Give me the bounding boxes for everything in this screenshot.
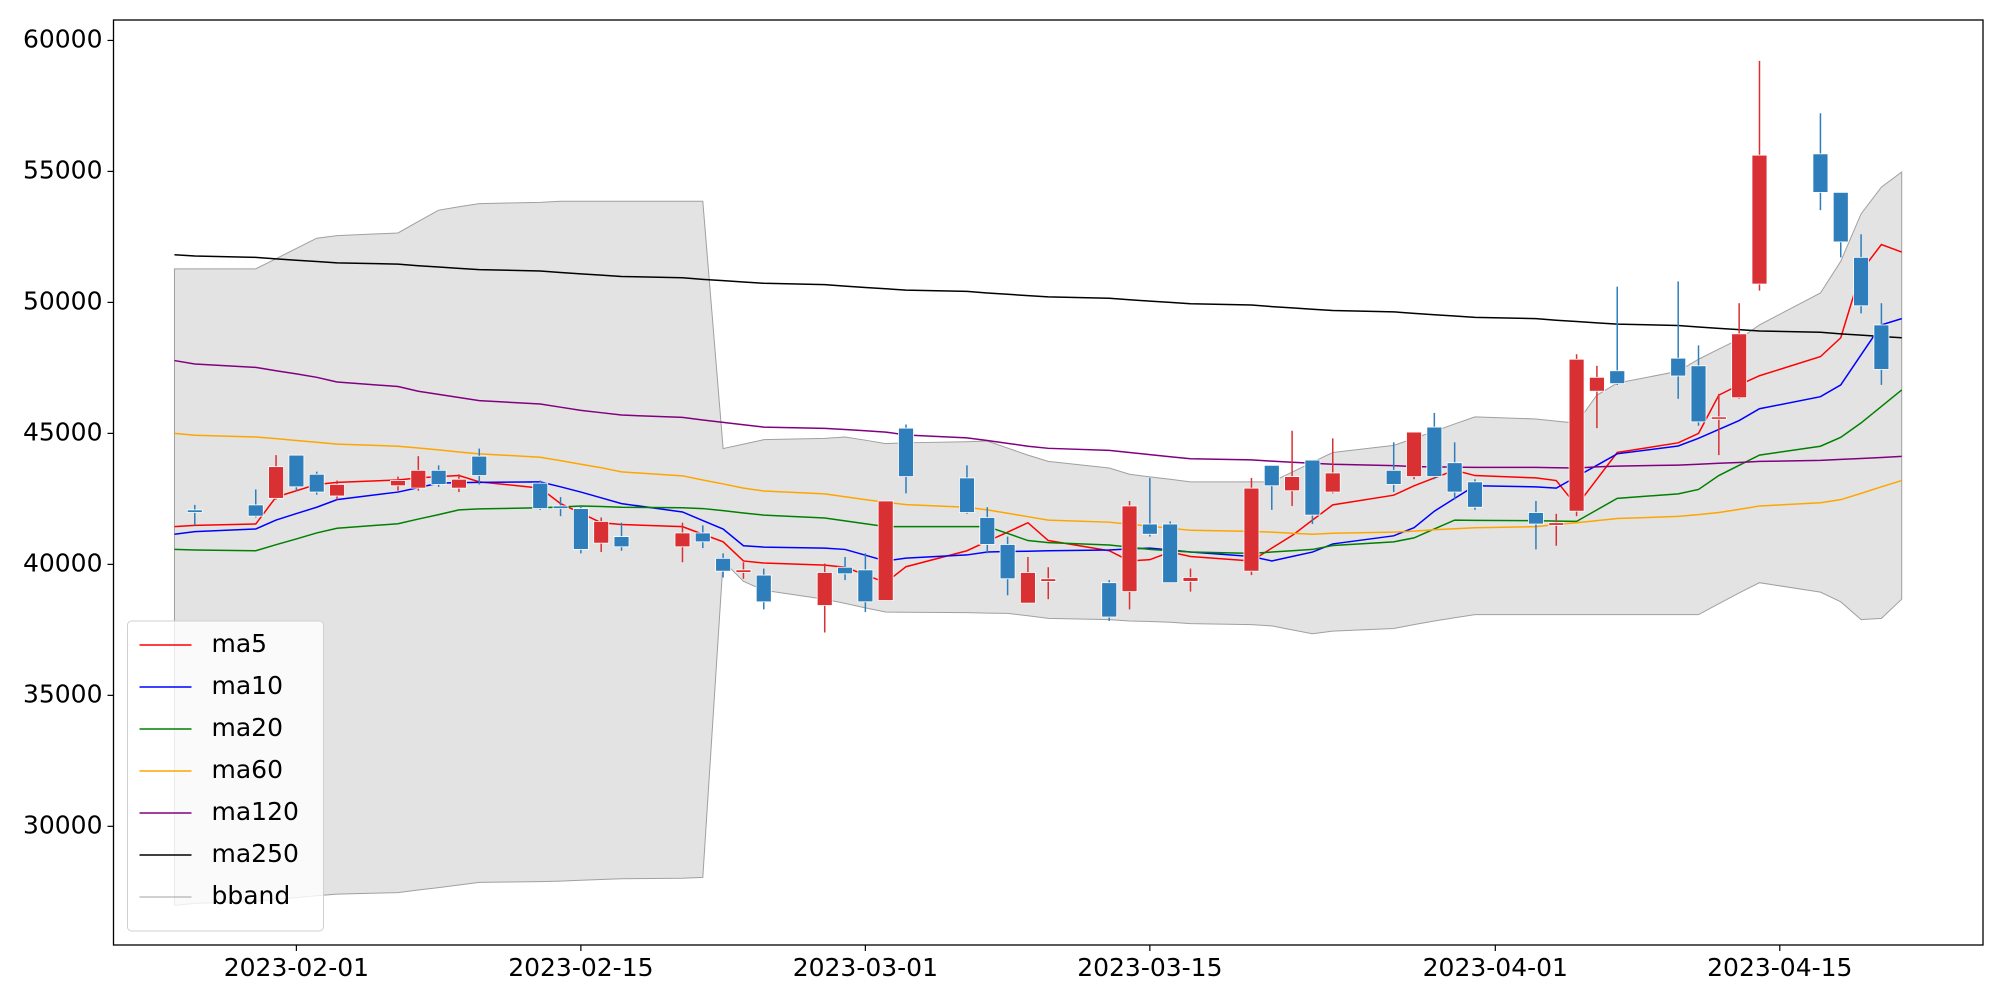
y-tick-label: 30000 <box>23 810 103 839</box>
candle-body <box>1568 358 1585 512</box>
candle-body <box>1406 431 1422 478</box>
candle-body <box>1101 582 1118 618</box>
candle-body <box>898 427 914 478</box>
candle-body <box>1670 357 1687 377</box>
candle-body <box>1162 523 1179 584</box>
candle-body <box>816 572 833 606</box>
x-tick-label: 2023-02-01 <box>224 953 369 982</box>
candle-body <box>1832 191 1849 243</box>
y-tick-label: 35000 <box>23 679 103 708</box>
ma-line <box>174 253 1902 339</box>
y-tick-label: 60000 <box>23 24 103 53</box>
ma-line <box>174 432 1902 535</box>
candle-body <box>613 536 630 548</box>
candle-body <box>1710 416 1727 420</box>
legend: ma5 ma10 ma20 ma60 ma120 ma250 bband <box>127 620 324 932</box>
plot-frame <box>112 19 1984 946</box>
legend-label: ma250 <box>212 839 299 868</box>
candle-body <box>1609 370 1626 385</box>
candle-body <box>1284 476 1300 492</box>
candle-body <box>247 504 264 517</box>
candle-body <box>1324 472 1341 493</box>
legend-label: ma20 <box>212 713 283 742</box>
candle-body <box>1690 365 1707 423</box>
legend-label: ma5 <box>212 629 268 658</box>
legend-label: ma120 <box>212 797 299 826</box>
candle-body <box>837 566 853 575</box>
x-tick-label: 2023-03-01 <box>793 953 938 982</box>
candle-body <box>430 469 447 485</box>
candle-body <box>1446 462 1463 493</box>
candle-body <box>1141 523 1158 535</box>
ma-line <box>174 389 1903 555</box>
y-tick-label: 40000 <box>23 548 103 577</box>
legend-label: ma10 <box>212 671 283 700</box>
candle-body <box>979 517 996 545</box>
x-tick-label: 2023-03-15 <box>1077 953 1222 982</box>
candle-body <box>572 508 589 550</box>
candle-body <box>268 466 284 499</box>
candle-body <box>694 532 711 543</box>
legend-label: bband <box>212 881 291 910</box>
x-tick-label: 2023-04-01 <box>1423 953 1568 982</box>
candle-body <box>735 569 752 573</box>
ma-line <box>174 359 1902 469</box>
candle-body <box>1873 324 1890 370</box>
candle-body <box>715 557 732 572</box>
candle-body <box>1243 487 1260 572</box>
y-tick-label: 55000 <box>23 155 103 184</box>
candle-body <box>1121 505 1138 593</box>
candle-body <box>1426 426 1443 478</box>
candle-body <box>1020 572 1036 604</box>
candle-body <box>1589 376 1605 392</box>
candle-body <box>857 569 874 603</box>
candle-body <box>755 574 772 603</box>
candle-body <box>1853 256 1869 307</box>
candle-body <box>1528 512 1544 525</box>
candle-body <box>329 484 345 497</box>
x-tick-label: 2023-02-15 <box>508 953 653 982</box>
candle-body <box>1385 469 1402 485</box>
x-tick-label: 2023-04-15 <box>1707 953 1852 982</box>
candle-body <box>288 454 305 488</box>
candle-body <box>451 478 467 489</box>
y-tick-label: 45000 <box>23 417 103 446</box>
candle-body <box>532 482 549 509</box>
bollinger-band <box>173 170 1903 906</box>
candle-body <box>1731 333 1748 399</box>
candle-body <box>674 532 691 548</box>
candle-body <box>1812 153 1829 193</box>
candle-body <box>593 521 610 544</box>
candle-body <box>1467 481 1483 508</box>
candle-body <box>1040 578 1057 582</box>
candle-body <box>552 505 569 509</box>
candle-body <box>186 509 203 513</box>
candle-body <box>410 469 427 489</box>
legend-label: ma60 <box>212 755 283 784</box>
candle-body <box>308 473 325 493</box>
legend-box <box>127 620 324 932</box>
candle-body <box>1263 464 1280 487</box>
candle-body <box>390 480 406 487</box>
candle-body <box>1182 577 1199 582</box>
candle-body <box>1751 154 1768 285</box>
candle-body <box>959 477 975 513</box>
candle-body <box>1548 522 1565 526</box>
y-tick-label: 50000 <box>23 286 103 315</box>
candle-body <box>1304 459 1321 516</box>
ma-line <box>174 243 1902 584</box>
candle-body <box>877 500 894 601</box>
candle-body <box>471 455 488 476</box>
candle-body <box>999 544 1016 580</box>
